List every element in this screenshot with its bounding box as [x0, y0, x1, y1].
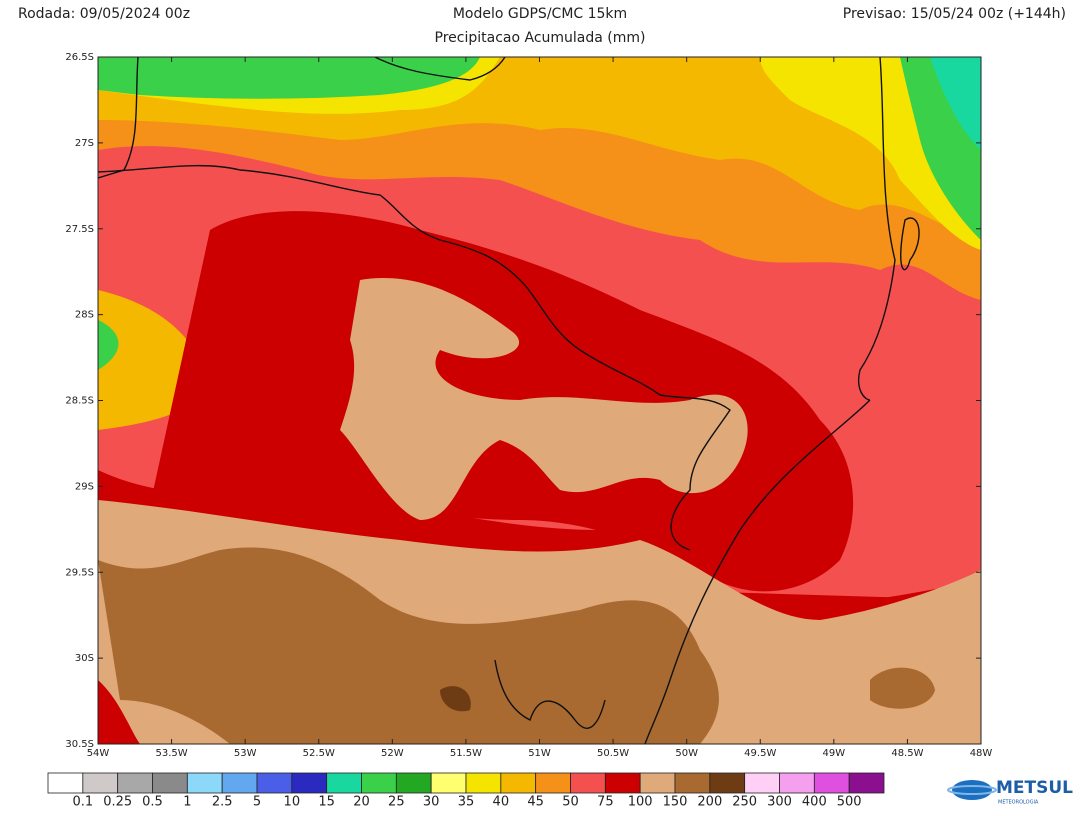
model-label: Modelo GDPS/CMC 15km	[453, 6, 627, 22]
colorbar-label: 50	[562, 795, 579, 810]
colorbar: 0.1 0.25 0.5 1 2.5 5 10 15 20 25 30 35 40 45 50 75 100 15…	[47, 772, 885, 810]
colorbar-swatch	[152, 772, 188, 794]
lat-label: 30.5S	[65, 739, 94, 750]
colorbar-swatch	[291, 772, 328, 794]
colorbar-swatch	[430, 772, 467, 794]
colorbar-swatch	[570, 772, 606, 794]
logo-tagline: METEOROLOGIA	[998, 800, 1039, 806]
colorbar-label: 400	[802, 795, 827, 810]
colorbar-swatch	[744, 772, 780, 794]
lon-label: 52W	[381, 748, 404, 759]
lon-label: 48W	[970, 748, 993, 759]
colorbar-swatch	[848, 772, 885, 794]
colorbar-swatch	[779, 772, 815, 794]
colorbar-label: 25	[388, 795, 405, 810]
colorbar-label: 45	[527, 795, 544, 810]
subtitle: Precipitacao Acumulada (mm)	[435, 30, 646, 46]
lon-label: 51.5W	[450, 748, 482, 759]
lon-label: 50.5W	[597, 748, 629, 759]
colorbar-swatch	[639, 772, 676, 794]
logo-name: METSUL	[996, 778, 1073, 798]
lat-label: 27S	[75, 138, 94, 149]
colorbar-label: 30	[423, 795, 440, 810]
axes: 26.5S 27S 27.5S 28S 28.5S 29S 29.5S 30S 30.5S54W…	[65, 52, 992, 759]
colorbar-swatch	[361, 772, 397, 794]
colorbar-label: 40	[493, 795, 510, 810]
colorbar-label: 20	[353, 795, 370, 810]
colorbar-label: 35	[458, 795, 475, 810]
forecast-label: Previsao: 15/05/24 00z (+144h)	[843, 6, 1066, 22]
lon-label: 54W	[87, 748, 110, 759]
colorbar-swatch	[535, 772, 571, 794]
colorbar-swatch	[674, 772, 711, 794]
colorbar-swatch	[709, 772, 746, 794]
colorbar-label: 150	[663, 795, 688, 810]
colorbar-label: 0.25	[103, 795, 132, 810]
colorbar-swatch	[186, 772, 223, 794]
lat-label: 28S	[75, 310, 94, 321]
colorbar-label: 15	[318, 795, 335, 810]
lon-label: 50W	[675, 748, 698, 759]
colorbar-swatch	[395, 772, 432, 794]
lat-label: 29.5S	[65, 567, 94, 578]
colorbar-label: 1	[183, 795, 191, 810]
colorbar-label: 0.5	[142, 795, 163, 810]
colorbar-label: 10	[284, 795, 301, 810]
colorbar-swatch	[465, 772, 502, 794]
lat-label: 28.5S	[65, 396, 94, 407]
colorbar-swatch	[47, 772, 84, 794]
lon-label: 51W	[528, 748, 551, 759]
lon-label: 52.5W	[303, 748, 335, 759]
colorbar-swatch	[117, 772, 153, 794]
colorbar-label: 300	[767, 795, 792, 810]
colorbar-label: 100	[628, 795, 653, 810]
colorbar-label: 0.1	[72, 795, 93, 810]
colorbar-swatch	[82, 772, 119, 794]
colorbar-swatch	[500, 772, 537, 794]
colorbar-swatch	[326, 772, 362, 794]
colorbar-label: 2.5	[212, 795, 233, 810]
colorbar-label: 250	[732, 795, 757, 810]
lat-label: 29S	[75, 481, 94, 492]
lon-label: 48.5W	[891, 748, 923, 759]
colorbar-swatch	[256, 772, 293, 794]
lon-label: 49W	[823, 748, 846, 759]
colorbar-label: 500	[837, 795, 862, 810]
colorbar-swatch	[604, 772, 641, 794]
logo: METSUL METEOROLOGIA	[947, 778, 1073, 806]
colorbar-label: 5	[253, 795, 261, 810]
lon-label: 53.5W	[156, 748, 188, 759]
colorbar-swatch	[813, 772, 850, 794]
lon-label: 53W	[234, 748, 257, 759]
lat-label: 26.5S	[65, 52, 94, 63]
lat-label: 30S	[75, 653, 94, 664]
run-label: Rodada: 09/05/2024 00z	[18, 6, 190, 22]
lat-label: 27.5S	[65, 224, 94, 235]
colorbar-label: 200	[697, 795, 722, 810]
colorbar-label: 75	[597, 795, 614, 810]
colorbar-swatch	[221, 772, 258, 794]
map	[98, 57, 981, 744]
lon-label: 49.5W	[744, 748, 776, 759]
